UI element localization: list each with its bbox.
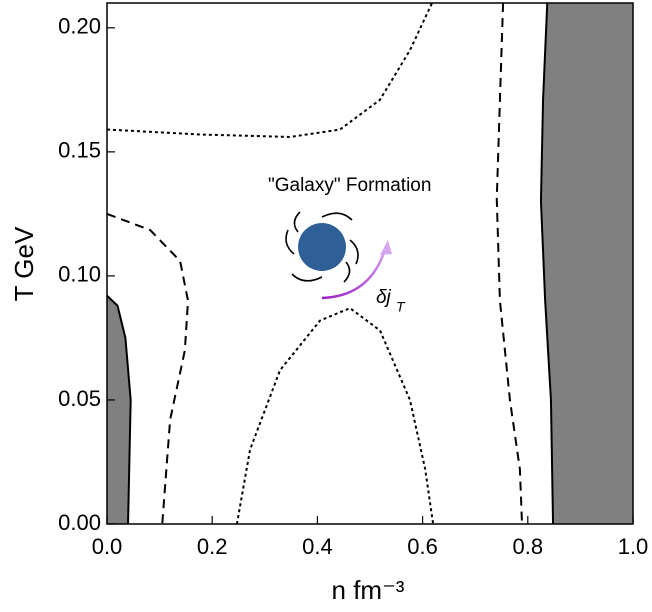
y-tick-label: 0.00 (58, 510, 101, 535)
region (540, 3, 633, 524)
x-tick-label: 0.6 (407, 534, 438, 559)
x-tick-label: 0.4 (302, 534, 333, 559)
plot-area: 0.0 0.2 0.4 0.6 0.8 1.0 0.00 0.05 0.10 0.15 0.20 (58, 2, 649, 559)
x-tick-label: 1.0 (618, 534, 649, 559)
arrow (321, 245, 388, 300)
arrow-head (380, 240, 392, 255)
y-tick-label: 0.15 (58, 138, 101, 163)
contour-line (495, 2, 524, 525)
contour-line (539, 2, 555, 525)
y-axis-label: T GeV (9, 226, 39, 301)
contour-line (106, 212, 190, 525)
y-tick-label: 0.20 (58, 14, 101, 39)
annotation: "Galaxy" Formation (268, 175, 431, 196)
x-tick-label: 0.2 (197, 534, 228, 559)
region (107, 295, 131, 524)
x-tick-label: 0.0 (92, 534, 123, 559)
galaxy-icon (285, 211, 359, 283)
frame (106, 2, 634, 525)
x-tick-label: 0.8 (513, 534, 544, 559)
annotation-subscript: T (396, 299, 406, 315)
contour-line (235, 307, 435, 525)
annotation: δj (376, 287, 392, 308)
x-axis-label: n fm⁻³ (332, 575, 405, 605)
y-tick-label: 0.10 (58, 262, 101, 287)
y-tick-label: 0.05 (58, 386, 101, 411)
contour-line (106, 2, 433, 138)
contour-line (106, 295, 132, 525)
